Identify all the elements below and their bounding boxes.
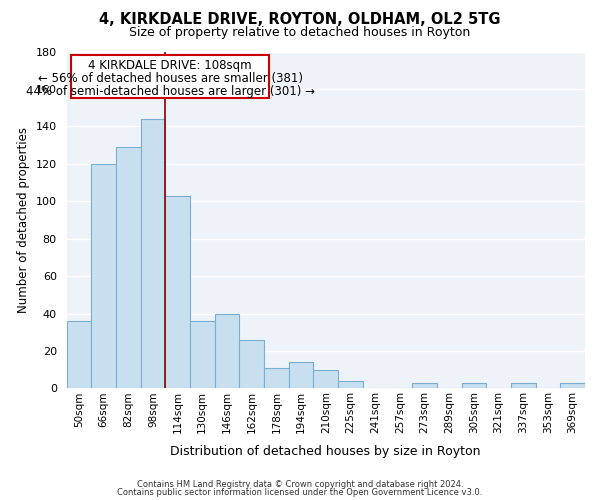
Text: 4, KIRKDALE DRIVE, ROYTON, OLDHAM, OL2 5TG: 4, KIRKDALE DRIVE, ROYTON, OLDHAM, OL2 5… xyxy=(99,12,501,28)
Y-axis label: Number of detached properties: Number of detached properties xyxy=(17,127,30,313)
Bar xyxy=(67,321,91,388)
Bar xyxy=(239,340,264,388)
Bar xyxy=(461,383,486,388)
Bar xyxy=(116,147,140,388)
Text: Size of property relative to detached houses in Royton: Size of property relative to detached ho… xyxy=(130,26,470,39)
Text: 44% of semi-detached houses are larger (301) →: 44% of semi-detached houses are larger (… xyxy=(26,85,314,98)
Bar xyxy=(560,383,585,388)
Bar xyxy=(190,321,215,388)
Text: Contains HM Land Registry data © Crown copyright and database right 2024.: Contains HM Land Registry data © Crown c… xyxy=(137,480,463,489)
Text: 4 KIRKDALE DRIVE: 108sqm: 4 KIRKDALE DRIVE: 108sqm xyxy=(88,59,252,72)
Bar xyxy=(313,370,338,388)
Bar xyxy=(165,196,190,388)
Bar xyxy=(91,164,116,388)
Bar xyxy=(215,314,239,388)
Bar xyxy=(289,362,313,388)
Bar xyxy=(140,119,165,388)
Bar xyxy=(264,368,289,388)
FancyBboxPatch shape xyxy=(71,55,269,98)
Bar xyxy=(511,383,536,388)
X-axis label: Distribution of detached houses by size in Royton: Distribution of detached houses by size … xyxy=(170,444,481,458)
Text: Contains public sector information licensed under the Open Government Licence v3: Contains public sector information licen… xyxy=(118,488,482,497)
Text: ← 56% of detached houses are smaller (381): ← 56% of detached houses are smaller (38… xyxy=(38,72,303,85)
Bar xyxy=(412,383,437,388)
Bar xyxy=(338,381,363,388)
